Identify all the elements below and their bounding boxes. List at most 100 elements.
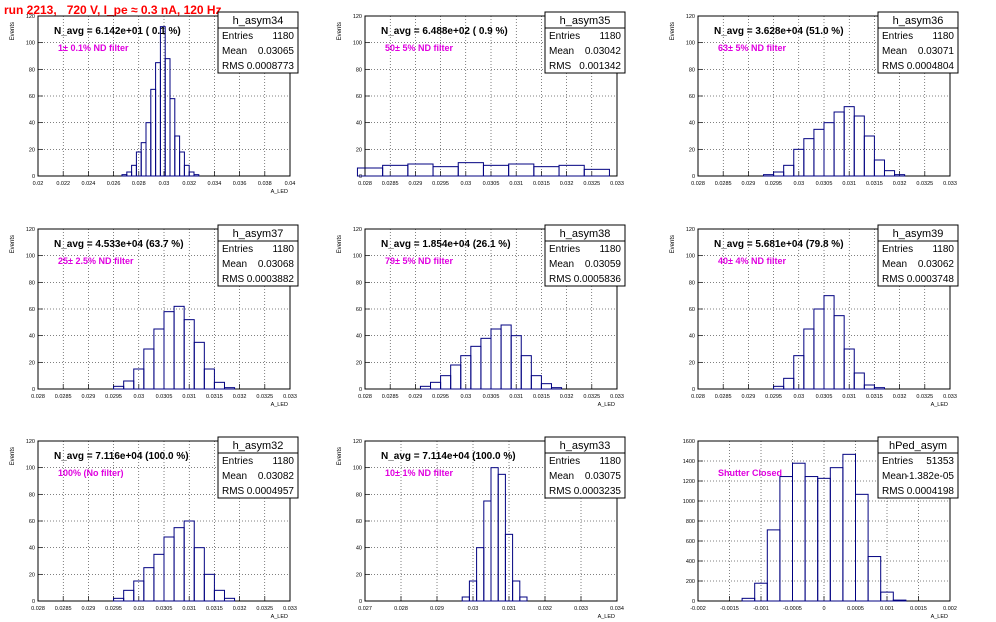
x-tick-label: 0.03 [460, 181, 471, 187]
x-tick-label: 0.0295 [765, 181, 782, 187]
filter-annotation: 100% (No filter) [58, 468, 124, 478]
x-tick-label: 0.002 [943, 606, 957, 612]
histogram-bin [855, 493, 869, 602]
y-tick-label: 0 [32, 599, 35, 605]
x-tick-label: 0.028 [691, 181, 705, 187]
x-tick-label: 0.0305 [816, 394, 833, 400]
stats-value: 0.03075 [585, 471, 622, 482]
x-tick-label: 0.028 [358, 181, 372, 187]
histogram-name: h_asym34 [233, 15, 284, 27]
y-tick-label: 0 [692, 387, 695, 393]
y-tick-label: 20 [356, 360, 362, 366]
stats-value: 1180 [272, 244, 294, 255]
x-tick-label: 0.03 [468, 606, 479, 612]
histogram-bin [520, 355, 532, 390]
stats-box [877, 224, 959, 287]
histogram-bin [873, 159, 885, 177]
x-tick-label: 0.03 [133, 606, 144, 612]
y-axis-label: Events [10, 235, 16, 253]
panel-h_asym33: 0.027 0.028 0.029 0.03 0.031 0.032 0.033 0.034 0… [337, 436, 626, 620]
stats-box [877, 11, 959, 74]
filter-annotation: 25± 2.5% ND filter [58, 256, 134, 266]
stats-value: 1180 [599, 456, 621, 467]
histogram-bin [880, 591, 894, 602]
stats-value: 1180 [599, 31, 621, 42]
x-tick-label: 0.0315 [533, 181, 550, 187]
navg-label: N_avg = 1.854e+04 (26.1 %) [381, 239, 511, 250]
y-tick-label: 40 [356, 334, 362, 340]
x-tick-label: 0.028 [31, 394, 45, 400]
navg-label: N_avg = 6.488e+02 ( 0.9 %) [381, 26, 508, 37]
y-tick-label: 120 [353, 14, 362, 20]
x-tick-label: 0.0285 [55, 394, 72, 400]
y-tick-label: 600 [686, 539, 695, 545]
histogram-bin [519, 596, 528, 602]
y-tick-label: 100 [26, 466, 35, 472]
stats-box [544, 224, 626, 287]
stats-value: 0.0004804 [907, 61, 955, 72]
y-tick-label: 20 [356, 572, 362, 578]
y-tick-label: 0 [359, 599, 362, 605]
stats-value: 1180 [272, 456, 294, 467]
x-tick-label: 0.033 [283, 394, 297, 400]
panel-hPed_asym: -0.002 -0.0015 -0.001 -0.0005 0 0.0005 0.001 0.… [683, 436, 959, 620]
y-tick-label: 100 [353, 466, 362, 472]
y-tick-label: 80 [356, 280, 362, 286]
y-tick-label: 0 [32, 174, 35, 180]
stats-key: RMS [882, 274, 905, 285]
x-tick-label: 0.0305 [483, 181, 500, 187]
y-tick-label: 40 [356, 546, 362, 552]
histogram-name: h_asym37 [233, 228, 284, 240]
stats-value: 0.03062 [918, 259, 955, 270]
panel-h_asym39: 0.028 0.0285 0.029 0.0295 0.03 0.0305 0.031 0.0… [670, 224, 959, 408]
stats-value: 0.03068 [258, 259, 295, 270]
x-axis-label: A_LED [931, 614, 948, 620]
stats-key: Entries [549, 31, 580, 42]
panel-h_asym37: 0.028 0.0285 0.029 0.0295 0.03 0.0305 0.031 0.0… [10, 224, 299, 408]
x-tick-label: 0.028 [358, 394, 372, 400]
navg-label: N_avg = 4.533e+04 (63.7 %) [54, 239, 184, 250]
x-tick-label: 0.029 [82, 394, 96, 400]
stats-value: 0.0008773 [247, 61, 295, 72]
stats-key: RMS [549, 274, 572, 285]
histogram-name: h_asym33 [560, 440, 611, 452]
y-tick-label: 1400 [683, 459, 695, 465]
histogram-bin [213, 381, 225, 390]
histogram-bin [894, 174, 906, 177]
y-tick-label: 120 [353, 227, 362, 233]
histogram-bin [213, 589, 225, 602]
x-tick-label: 0.0325 [916, 181, 933, 187]
x-axis-label: A_LED [598, 614, 615, 620]
stats-key: RMS [222, 61, 245, 72]
stats-key: RMS [222, 274, 245, 285]
y-axis-label: Events [337, 22, 343, 40]
histogram-bin [853, 372, 865, 390]
y-tick-label: 100 [686, 41, 695, 47]
y-tick-label: 0 [359, 174, 362, 180]
stats-key: Entries [882, 456, 913, 467]
x-tick-label: 0.031 [509, 181, 523, 187]
x-tick-label: 0.032 [233, 394, 247, 400]
x-tick-label: 0.026 [107, 181, 121, 187]
y-tick-label: 80 [29, 280, 35, 286]
histogram-bin [530, 375, 542, 390]
x-tick-label: 0.038 [258, 181, 272, 187]
stats-box [877, 436, 959, 499]
x-tick-label: 0.0285 [715, 181, 732, 187]
panel-h_asym38: 0.028 0.0285 0.029 0.0295 0.03 0.0305 0.031 0.0… [337, 224, 626, 408]
y-tick-label: 200 [686, 579, 695, 585]
stats-box [217, 11, 299, 74]
x-tick-label: 0.03 [793, 181, 804, 187]
y-tick-label: 20 [356, 147, 362, 153]
y-tick-label: 20 [29, 572, 35, 578]
x-tick-label: 0.0305 [156, 394, 173, 400]
stats-key: RMS [222, 486, 245, 497]
histogram-name: h_asym36 [893, 15, 944, 27]
y-tick-label: 20 [29, 360, 35, 366]
stats-value: -1.382e-05 [906, 471, 955, 482]
y-tick-label: 60 [356, 94, 362, 100]
stats-key: Mean [882, 471, 907, 482]
histogram-bin [188, 171, 195, 177]
histogram-name: h_asym35 [560, 15, 611, 27]
